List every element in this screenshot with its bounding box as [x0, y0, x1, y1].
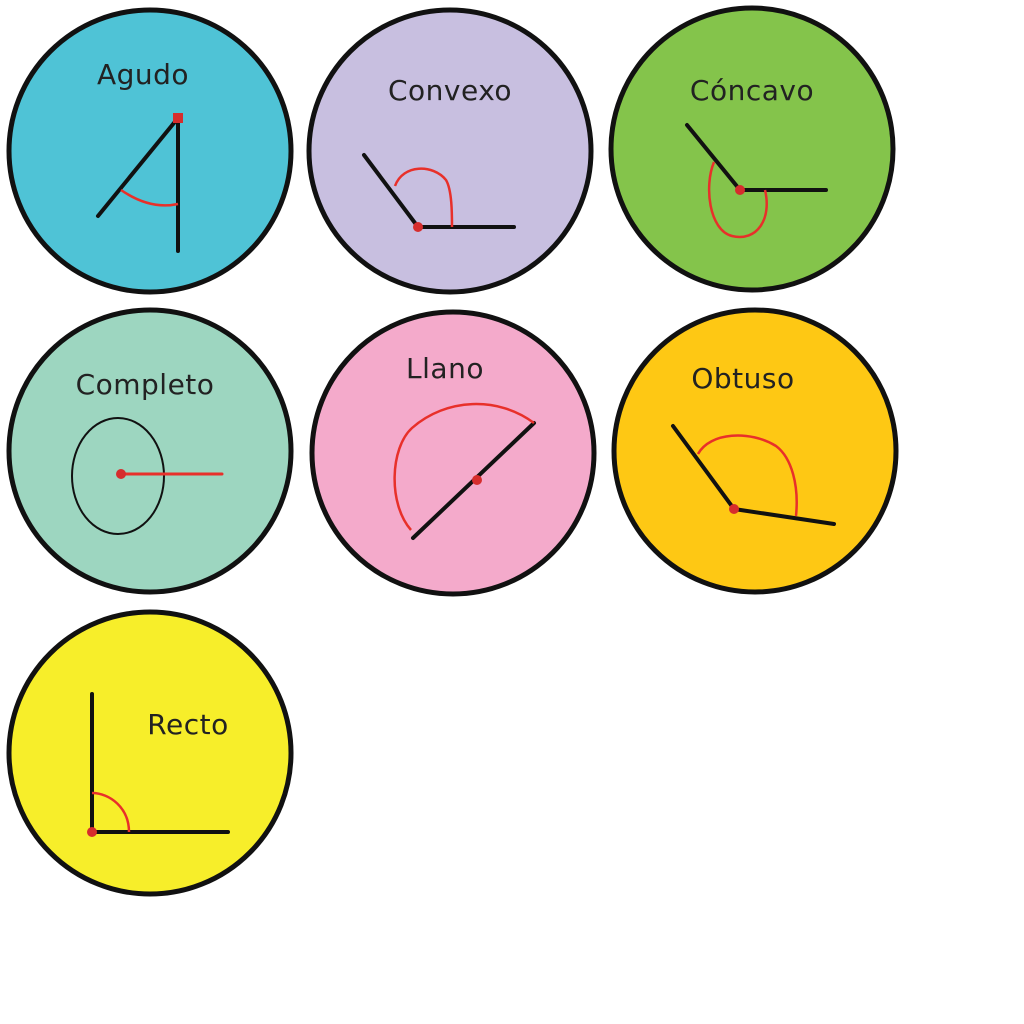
angle-arc [393, 402, 535, 531]
vertex-point [729, 504, 739, 514]
card-label-convexo: Convexo [387, 74, 513, 107]
vertex-point [735, 185, 745, 195]
card-label-llano: Llano [406, 352, 484, 385]
card-label-concavo: Cóncavo [689, 74, 815, 107]
card-agudo: Agudo [5, 6, 295, 296]
card-label-recto: Recto [147, 708, 229, 741]
angle-arc [393, 167, 454, 228]
full-turn-ellipse [71, 417, 165, 535]
card-circle [306, 7, 594, 295]
obtuso-figure [611, 307, 899, 595]
card-circle [608, 5, 896, 293]
angle-arc [91, 791, 131, 833]
completo-figure [6, 307, 294, 595]
card-circle [6, 609, 294, 897]
ray-left [671, 424, 736, 511]
ray-diagonal [96, 116, 180, 218]
concavo-figure [608, 5, 896, 293]
convexo-figure [306, 7, 594, 295]
agudo-figure [6, 7, 294, 295]
vertex-point [116, 469, 126, 479]
card-obtuso: Obtuso [610, 306, 900, 596]
card-label-completo: Completo [75, 368, 215, 401]
card-concavo: Cóncavo [607, 4, 897, 294]
card-label-agudo: Agudo [96, 58, 190, 91]
llano-figure [309, 309, 597, 597]
ray-left [685, 123, 742, 192]
ray-right [732, 507, 836, 526]
card-recto: Recto [5, 608, 295, 898]
angle-arc [707, 161, 768, 239]
vertex-point [472, 475, 482, 485]
angle-arc [696, 434, 798, 517]
card-label-obtuso: Obtuso [691, 362, 795, 395]
card-convexo: Convexo [305, 6, 595, 296]
card-llano: Llano [308, 308, 598, 598]
card-completo: Completo [5, 306, 295, 596]
vertex-point [173, 113, 183, 123]
card-circle [611, 307, 899, 595]
vertex-point [87, 827, 97, 837]
recto-figure [6, 609, 294, 897]
card-circle [309, 309, 597, 597]
card-circle [6, 307, 294, 595]
vertex-point [413, 222, 423, 232]
ray-left [362, 153, 420, 229]
angle-arc [120, 188, 179, 207]
